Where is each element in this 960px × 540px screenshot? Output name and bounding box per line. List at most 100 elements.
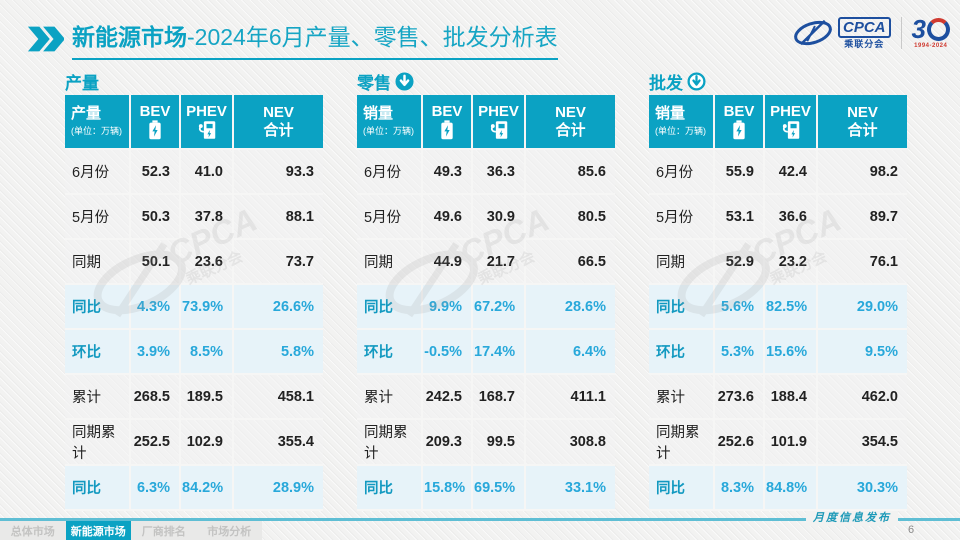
cell-value: 80.5 [526,195,615,240]
cell-value: 23.2 [765,240,818,285]
cell-value: 26.6% [234,285,323,330]
header-nev-cell: NEV 合计 [818,95,907,150]
table-row: 同比 5.6% 82.5% 29.0% [649,285,907,330]
charging-station-icon [490,120,508,139]
footer-tab-1[interactable]: 总体市场 [10,525,55,538]
table-row: 环比 5.3% 15.6% 9.5% [649,330,907,375]
down-arrow-filled-icon [395,71,414,91]
cell-value: -0.5% [423,330,473,375]
header-nev-cell: NEV 合计 [526,95,615,150]
header-phev-cell: PHEV [765,95,818,150]
section-title-retail: 零售 [357,70,615,93]
table-row: 累计 242.5 168.7 411.1 [357,375,615,420]
table-row: 累计 268.5 189.5 458.1 [65,375,323,420]
cell-value: 84.2% [181,466,234,511]
section-title-wholesale: 批发 [649,70,907,93]
cell-value: 9.9% [423,285,473,330]
logo-area: CPCA 乘联分会 3 1994-2024 [792,16,950,49]
row-label: 同期累计 [649,420,715,466]
double-chevron-icon [27,26,64,52]
cell-value: 252.6 [715,420,765,466]
cell-value: 53.1 [715,195,765,240]
table-header-row: 销量 (单位：万辆) BEV PHEV NEV 合计 [357,95,615,150]
header-bev-cell: BEV [715,95,765,150]
cell-value: 82.5% [765,285,818,330]
section-label: 零售 [357,73,391,93]
cpca-emblem-icon [794,19,832,45]
cpca-logo-text: CPCA [838,16,891,38]
row-label: 6月份 [65,150,131,195]
retail-section: 零售 销量 (单位：万辆) BEV PHEV [357,70,615,511]
cell-value: 69.5% [473,466,526,511]
footer-tab-4[interactable]: 市场分析 [207,525,252,538]
page-number: 6 [908,524,915,536]
cell-value: 89.7 [818,195,907,240]
cell-value: 15.8% [423,466,473,511]
cell-value: 252.5 [131,420,181,466]
table-row: 同比 15.8% 69.5% 33.1% [357,466,615,511]
cell-value: 85.6 [526,150,615,195]
cell-value: 308.8 [526,420,615,466]
charging-station-icon [198,120,216,139]
row-label: 环比 [65,330,131,375]
table-row: 累计 273.6 188.4 462.0 [649,375,907,420]
cell-value: 99.5 [473,420,526,466]
cell-value: 42.4 [765,150,818,195]
footer-tab-2[interactable]: 新能源市场 [65,521,131,540]
row-label: 同比 [357,466,423,511]
cell-value: 28.6% [526,285,615,330]
anniversary-ring-icon [927,17,950,41]
production-table: 产量 (单位：万辆) BEV PHEV NEV 合计 6月份 52.3 41.0 93… [65,95,323,511]
cell-value: 29.0% [818,285,907,330]
footer-tab-bar: 总体市场 新能源市场 厂商排名 市场分析 [0,521,262,540]
table-row: 6月份 55.9 42.4 98.2 [649,150,907,195]
cell-value: 49.6 [423,195,473,240]
cell-value: 73.7 [234,240,323,285]
cell-value: 4.3% [131,285,181,330]
table-row: 同期 44.9 21.7 66.5 [357,240,615,285]
row-label: 5月份 [357,195,423,240]
footer-tab-3[interactable]: 厂商排名 [141,525,186,538]
header-metric-cell: 销量 (单位：万辆) [649,95,715,150]
cell-value: 188.4 [765,375,818,420]
cell-value: 52.9 [715,240,765,285]
cell-value: 17.4% [473,330,526,375]
table-row: 环比 3.9% 8.5% 5.8% [65,330,323,375]
cell-value: 101.9 [765,420,818,466]
cpca-logo-subtext: 乘联分会 [844,38,885,49]
table-row: 同比 9.9% 67.2% 28.6% [357,285,615,330]
table-row: 6月份 49.3 36.3 85.6 [357,150,615,195]
cell-value: 102.9 [181,420,234,466]
cell-value: 273.6 [715,375,765,420]
cell-value: 52.3 [131,150,181,195]
cell-value: 6.3% [131,466,181,511]
footer-note: 月度信息发布 [806,511,898,526]
header-phev-cell: PHEV [473,95,526,150]
footer-accent-line [0,518,960,521]
table-row: 同比 6.3% 84.2% 28.9% [65,466,323,511]
wholesale-table: 销量 (单位：万辆) BEV PHEV NEV 合计 6月份 55.9 42.4 98… [649,95,907,511]
page-title-rest: -2024年6月产量、零售、批发分析表 [187,24,558,50]
row-label: 同比 [649,285,715,330]
cell-value: 209.3 [423,420,473,466]
table-row: 5月份 49.6 30.9 80.5 [357,195,615,240]
tables-area: 产量 产量 (单位：万辆) BEV PHEV NEV 合计 [65,70,907,511]
table-row: 同比 4.3% 73.9% 26.6% [65,285,323,330]
row-label: 5月份 [65,195,131,240]
section-title-production: 产量 [65,70,323,93]
cell-value: 49.3 [423,150,473,195]
cell-value: 55.9 [715,150,765,195]
charging-station-icon [782,120,800,139]
table-row: 5月份 53.1 36.6 89.7 [649,195,907,240]
cell-value: 462.0 [818,375,907,420]
cell-value: 168.7 [473,375,526,420]
cell-value: 50.3 [131,195,181,240]
cpca-logo: CPCA 乘联分会 [792,16,891,49]
cell-value: 50.1 [131,240,181,285]
section-label: 批发 [649,73,683,93]
cell-value: 36.6 [765,195,818,240]
cell-value: 41.0 [181,150,234,195]
cell-value: 73.9% [181,285,234,330]
row-label: 同期 [65,240,131,285]
